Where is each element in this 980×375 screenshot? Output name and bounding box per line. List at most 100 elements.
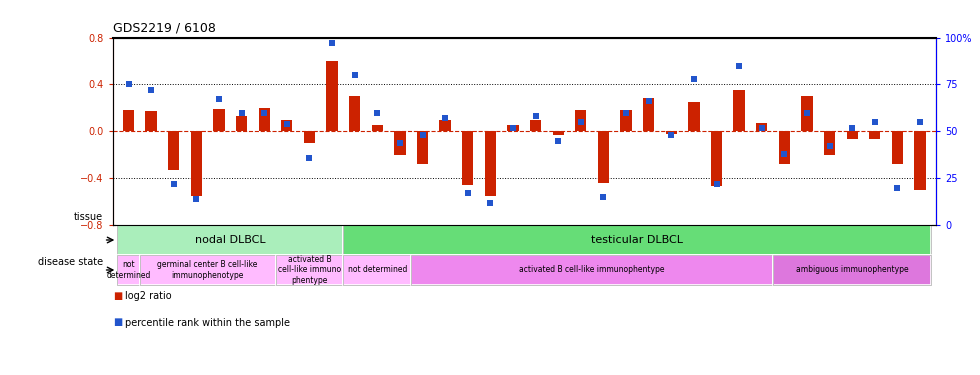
Point bbox=[822, 143, 838, 149]
Bar bbox=[343, 255, 412, 285]
Point bbox=[302, 154, 318, 160]
Text: log2 ratio: log2 ratio bbox=[125, 291, 172, 301]
Bar bbox=[643, 99, 655, 131]
Bar bbox=[118, 255, 140, 285]
Bar bbox=[665, 131, 677, 134]
Text: activated B cell-like immunophentype: activated B cell-like immunophentype bbox=[519, 266, 664, 274]
Bar bbox=[326, 61, 338, 131]
Bar bbox=[598, 131, 610, 183]
Bar bbox=[439, 120, 451, 131]
Bar bbox=[259, 108, 270, 131]
Point bbox=[776, 151, 792, 157]
Bar bbox=[530, 120, 541, 131]
Bar bbox=[343, 225, 931, 255]
Bar bbox=[343, 255, 412, 285]
Point bbox=[234, 110, 250, 116]
Point bbox=[686, 76, 702, 82]
Bar bbox=[416, 131, 428, 164]
Bar bbox=[733, 90, 745, 131]
Bar bbox=[281, 120, 292, 131]
Bar bbox=[118, 225, 343, 255]
Bar bbox=[914, 131, 926, 190]
Text: not
determined: not determined bbox=[107, 260, 151, 280]
Bar bbox=[688, 102, 700, 131]
Point bbox=[528, 113, 544, 119]
Text: ■: ■ bbox=[113, 291, 122, 301]
Point bbox=[211, 96, 226, 102]
Point bbox=[279, 121, 295, 127]
Point bbox=[415, 132, 430, 138]
Point bbox=[482, 200, 498, 206]
Point bbox=[551, 138, 566, 144]
Point bbox=[166, 181, 181, 187]
Point bbox=[799, 110, 814, 116]
Bar bbox=[304, 131, 316, 143]
Bar bbox=[140, 255, 275, 285]
Text: germinal center B cell-like
immunophenotype: germinal center B cell-like immunophenot… bbox=[158, 260, 258, 280]
Bar bbox=[236, 116, 247, 131]
Point bbox=[188, 196, 204, 202]
Text: GDS2219 / 6108: GDS2219 / 6108 bbox=[113, 21, 216, 34]
Text: disease state: disease state bbox=[38, 257, 103, 267]
Bar bbox=[773, 255, 931, 285]
Point bbox=[912, 119, 928, 125]
Point bbox=[890, 184, 906, 190]
Point bbox=[641, 98, 657, 104]
Point bbox=[867, 119, 883, 125]
Bar bbox=[575, 110, 586, 131]
Bar bbox=[145, 111, 157, 131]
Text: percentile rank within the sample: percentile rank within the sample bbox=[125, 318, 290, 327]
Point bbox=[257, 110, 272, 116]
Bar bbox=[118, 225, 343, 255]
Point bbox=[573, 119, 589, 125]
Bar bbox=[802, 96, 812, 131]
Bar bbox=[620, 110, 632, 131]
Bar bbox=[485, 131, 496, 196]
Point bbox=[347, 72, 363, 78]
Point bbox=[618, 110, 634, 116]
Bar bbox=[412, 255, 773, 285]
Bar bbox=[710, 131, 722, 186]
Bar bbox=[553, 131, 563, 135]
Bar bbox=[275, 255, 343, 285]
Text: tissue: tissue bbox=[74, 211, 103, 222]
Text: activated B
cell-like immuno
phentype: activated B cell-like immuno phentype bbox=[278, 255, 341, 285]
Bar bbox=[773, 255, 931, 285]
Text: ■: ■ bbox=[113, 318, 122, 327]
Text: nodal DLBCL: nodal DLBCL bbox=[195, 235, 266, 245]
Bar bbox=[779, 131, 790, 164]
Point bbox=[505, 124, 520, 130]
Bar bbox=[169, 131, 179, 170]
Point bbox=[845, 124, 860, 130]
Bar bbox=[869, 131, 880, 140]
Point bbox=[121, 81, 136, 87]
Point bbox=[460, 190, 475, 196]
Point bbox=[437, 115, 453, 121]
Bar bbox=[757, 123, 767, 131]
Bar bbox=[275, 255, 343, 285]
Text: ambiguous immunophentype: ambiguous immunophentype bbox=[796, 266, 908, 274]
Point bbox=[369, 110, 385, 116]
Bar bbox=[824, 131, 835, 154]
Point bbox=[324, 40, 340, 46]
Point bbox=[731, 63, 747, 69]
Point bbox=[143, 87, 159, 93]
Bar bbox=[371, 125, 383, 131]
Bar bbox=[412, 255, 773, 285]
Point bbox=[663, 132, 679, 138]
Bar bbox=[349, 96, 361, 131]
Bar bbox=[508, 125, 518, 131]
Text: testicular DLBCL: testicular DLBCL bbox=[591, 235, 683, 245]
Bar bbox=[214, 109, 224, 131]
Text: not determined: not determined bbox=[348, 266, 407, 274]
Bar bbox=[122, 110, 134, 131]
Bar bbox=[343, 225, 931, 255]
Bar bbox=[847, 131, 858, 140]
Bar bbox=[394, 131, 406, 154]
Bar bbox=[892, 131, 904, 164]
Bar bbox=[463, 131, 473, 185]
Point bbox=[754, 124, 769, 130]
Bar bbox=[191, 131, 202, 196]
Bar bbox=[140, 255, 275, 285]
Point bbox=[392, 140, 408, 146]
